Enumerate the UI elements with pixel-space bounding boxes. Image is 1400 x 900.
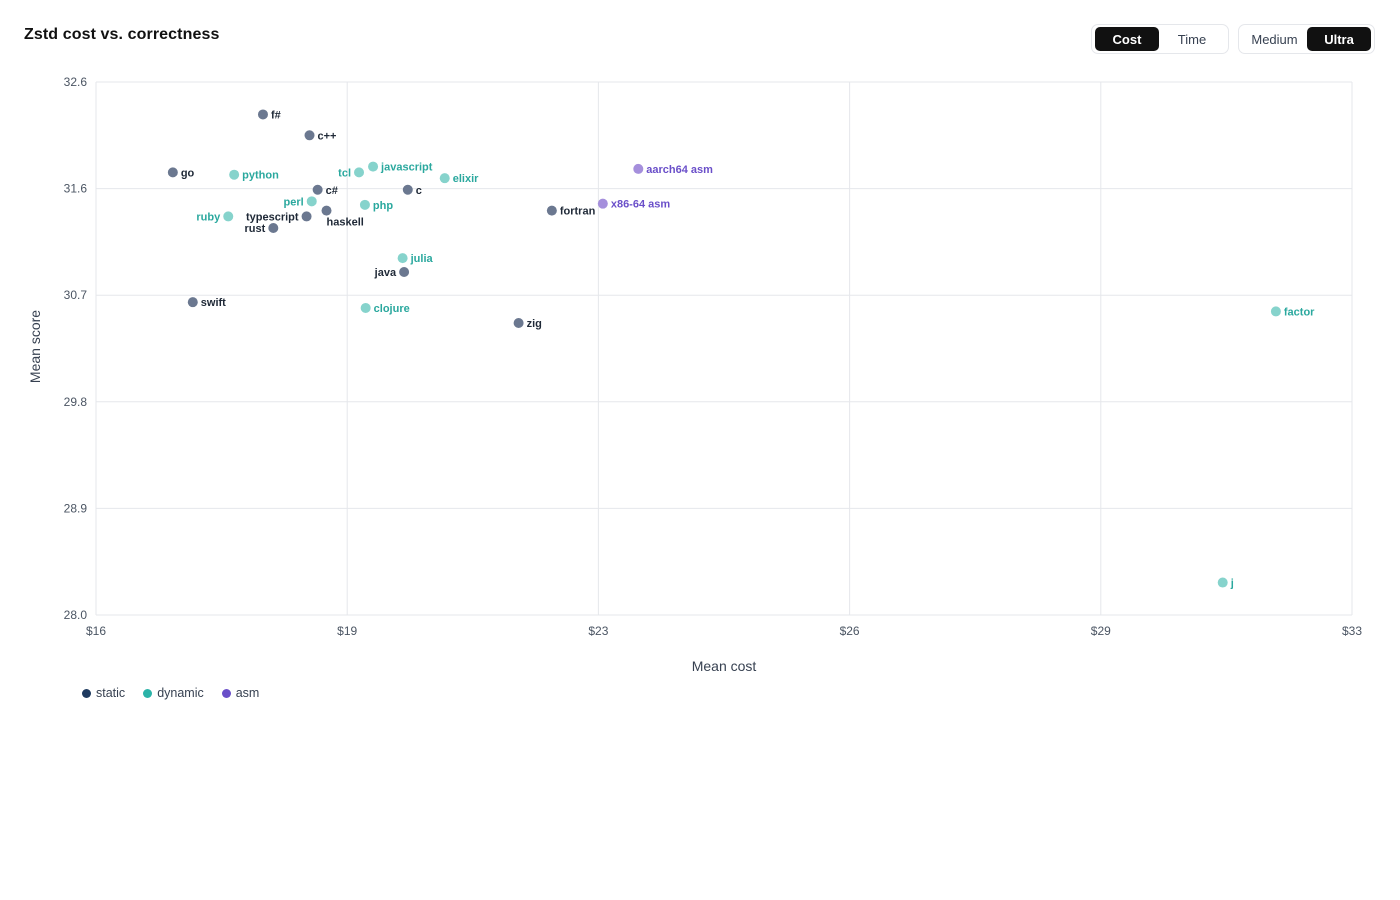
x-axis-label: Mean cost	[692, 658, 757, 674]
data-point-j	[1217, 577, 1228, 588]
data-point-typescript	[301, 211, 312, 222]
data-point-c-	[312, 184, 323, 195]
data-label: fortran	[560, 206, 596, 218]
y-tick-label: 32.6	[64, 75, 88, 89]
x-tick-label: $16	[86, 624, 106, 638]
data-label: go	[181, 167, 195, 179]
y-tick-label: 29.8	[64, 395, 88, 409]
data-label: javascript	[380, 162, 433, 174]
data-label: julia	[410, 253, 434, 265]
data-label: elixir	[453, 173, 479, 185]
data-point-python	[229, 169, 240, 180]
data-label: c	[416, 185, 422, 197]
y-tick-label: 28.9	[64, 501, 88, 515]
medium-button[interactable]: Medium	[1251, 31, 1298, 47]
data-point-fortran	[546, 205, 557, 216]
legend-static-label: static	[96, 686, 126, 700]
data-label: swift	[201, 297, 226, 309]
x-tick-label: $23	[588, 624, 608, 638]
data-label: f#	[271, 109, 281, 121]
data-label: tcl	[338, 167, 351, 179]
data-label: python	[242, 170, 279, 182]
data-label: zig	[527, 318, 542, 330]
data-point-rust	[268, 222, 279, 233]
y-tick-label: 28.0	[64, 608, 88, 622]
y-axis-label: Mean score	[27, 310, 43, 383]
data-label: ruby	[196, 211, 221, 223]
data-label: c++	[318, 130, 337, 142]
data-label: haskell	[327, 217, 364, 229]
data-label: j	[1230, 578, 1234, 590]
data-point-aarch64-asm	[633, 163, 644, 174]
data-label: factor	[1284, 306, 1315, 318]
data-label: c#	[326, 185, 338, 197]
x-tick-label: $33	[1342, 624, 1362, 638]
legend-item-asm: asm	[221, 686, 260, 700]
data-point-c-	[304, 130, 315, 141]
level-toggle: Medium Ultra	[1238, 24, 1375, 54]
data-label: clojure	[374, 303, 410, 315]
data-point-javascript	[368, 161, 379, 172]
time-button[interactable]: Time	[1177, 31, 1207, 47]
data-point-zig	[513, 318, 524, 329]
data-label: typescript	[246, 211, 299, 223]
data-label: java	[374, 267, 397, 279]
data-point-clojure	[360, 302, 371, 313]
ultra-button[interactable]: Ultra	[1307, 27, 1371, 51]
x-tick-label: $26	[840, 624, 860, 638]
data-point-ruby	[223, 211, 234, 222]
data-label: aarch64 asm	[646, 164, 713, 176]
chart-legend: static dynamic asm	[82, 686, 277, 700]
data-point-julia	[397, 253, 408, 264]
y-tick-label: 31.6	[64, 182, 88, 196]
data-label: rust	[245, 223, 266, 235]
legend-static-swatch	[82, 688, 91, 698]
data-point-java	[399, 267, 410, 278]
y-tick-label: 30.7	[64, 288, 88, 302]
data-point-factor	[1270, 306, 1281, 317]
data-point-go	[167, 167, 178, 178]
metric-toggle: Cost Time	[1091, 24, 1229, 54]
x-tick-label: $29	[1091, 624, 1111, 638]
data-label: php	[373, 200, 393, 212]
cost-button[interactable]: Cost	[1095, 27, 1159, 51]
data-label: perl	[284, 196, 304, 208]
legend-item-dynamic: dynamic	[143, 686, 204, 700]
data-point-elixir	[439, 173, 450, 184]
legend-item-static: static	[82, 686, 125, 700]
data-point-php	[359, 199, 370, 210]
data-point-haskell	[321, 205, 332, 216]
legend-asm-label: asm	[235, 686, 260, 700]
data-point-swift	[187, 297, 198, 308]
x-tick-label: $19	[337, 624, 357, 638]
legend-dynamic-label: dynamic	[157, 686, 204, 700]
data-point-tcl	[354, 167, 365, 178]
data-point-f-	[257, 109, 268, 120]
data-label: x86-64 asm	[611, 199, 671, 211]
data-point-c	[402, 184, 413, 195]
data-point-x86-64-asm	[597, 198, 608, 209]
legend-dynamic-swatch	[143, 688, 153, 698]
data-point-perl	[306, 196, 317, 207]
legend-asm-swatch	[221, 688, 231, 698]
chart-title: Zstd cost vs. correctness	[24, 26, 220, 43]
